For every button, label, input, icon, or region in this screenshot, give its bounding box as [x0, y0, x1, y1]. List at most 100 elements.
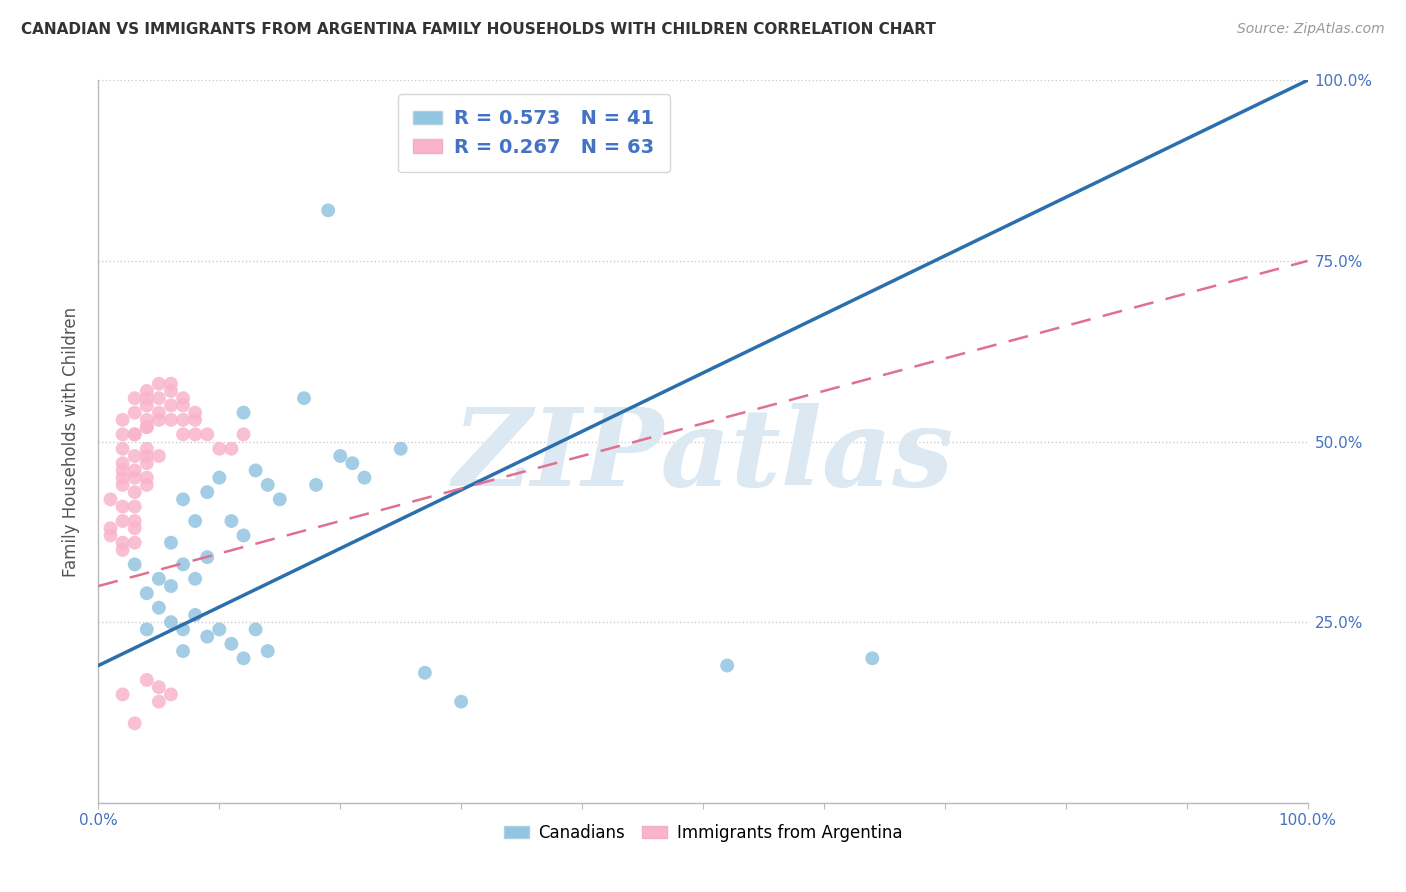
Point — [135, 391, 157, 405]
Point — [135, 456, 157, 470]
Point — [148, 413, 170, 427]
Point — [148, 406, 170, 420]
Point — [124, 427, 146, 442]
Point — [135, 413, 157, 427]
Point — [245, 623, 267, 637]
Point — [111, 478, 134, 492]
Point — [716, 658, 738, 673]
Point — [172, 492, 194, 507]
Point — [135, 420, 157, 434]
Point — [111, 427, 134, 442]
Point — [135, 586, 157, 600]
Point — [305, 478, 328, 492]
Point — [148, 680, 170, 694]
Point — [111, 687, 134, 701]
Point — [135, 673, 157, 687]
Point — [256, 644, 278, 658]
Point — [232, 406, 254, 420]
Point — [124, 514, 146, 528]
Point — [124, 500, 146, 514]
Point — [135, 398, 157, 412]
Point — [232, 528, 254, 542]
Point — [160, 579, 183, 593]
Y-axis label: Family Households with Children: Family Households with Children — [62, 307, 80, 576]
Point — [160, 398, 183, 412]
Point — [160, 384, 183, 398]
Point — [195, 485, 218, 500]
Point — [135, 442, 157, 456]
Point — [148, 600, 170, 615]
Point — [860, 651, 883, 665]
Point — [124, 391, 146, 405]
Point — [208, 442, 231, 456]
Point — [184, 406, 207, 420]
Point — [172, 427, 194, 442]
Point — [292, 391, 315, 405]
Point — [160, 413, 183, 427]
Point — [111, 535, 134, 549]
Point — [342, 456, 364, 470]
Point — [148, 572, 170, 586]
Point — [184, 413, 207, 427]
Point — [111, 500, 134, 514]
Point — [316, 203, 339, 218]
Point — [195, 427, 218, 442]
Point — [100, 492, 122, 507]
Point — [135, 449, 157, 463]
Point — [124, 427, 146, 442]
Point — [111, 413, 134, 427]
Point — [148, 695, 170, 709]
Point — [172, 623, 194, 637]
Point — [100, 521, 122, 535]
Point — [329, 449, 352, 463]
Point — [124, 470, 146, 484]
Point — [111, 470, 134, 484]
Point — [124, 521, 146, 535]
Text: Source: ZipAtlas.com: Source: ZipAtlas.com — [1237, 22, 1385, 37]
Point — [135, 384, 157, 398]
Point — [111, 442, 134, 456]
Point — [111, 542, 134, 557]
Point — [208, 470, 231, 484]
Point — [245, 463, 267, 477]
Point — [232, 651, 254, 665]
Point — [135, 470, 157, 484]
Point — [208, 623, 231, 637]
Point — [172, 391, 194, 405]
Point — [221, 637, 243, 651]
Point — [172, 413, 194, 427]
Point — [135, 478, 157, 492]
Point — [221, 442, 243, 456]
Point — [172, 644, 194, 658]
Point — [135, 623, 157, 637]
Point — [148, 376, 170, 391]
Point — [124, 558, 146, 572]
Point — [111, 463, 134, 477]
Point — [172, 558, 194, 572]
Point — [160, 687, 183, 701]
Point — [135, 420, 157, 434]
Point — [100, 528, 122, 542]
Point — [413, 665, 436, 680]
Point — [184, 427, 207, 442]
Point — [389, 442, 412, 456]
Point — [195, 550, 218, 565]
Point — [111, 514, 134, 528]
Point — [160, 615, 183, 630]
Point — [232, 427, 254, 442]
Point — [148, 449, 170, 463]
Point — [111, 456, 134, 470]
Point — [184, 572, 207, 586]
Point — [184, 607, 207, 622]
Text: CANADIAN VS IMMIGRANTS FROM ARGENTINA FAMILY HOUSEHOLDS WITH CHILDREN CORRELATIO: CANADIAN VS IMMIGRANTS FROM ARGENTINA FA… — [21, 22, 936, 37]
Point — [124, 449, 146, 463]
Point — [221, 514, 243, 528]
Text: ZIPatlas: ZIPatlas — [453, 403, 953, 509]
Point — [160, 376, 183, 391]
Point — [124, 463, 146, 477]
Legend: Canadians, Immigrants from Argentina: Canadians, Immigrants from Argentina — [496, 817, 910, 848]
Point — [124, 535, 146, 549]
Point — [124, 485, 146, 500]
Point — [353, 470, 375, 484]
Point — [160, 535, 183, 549]
